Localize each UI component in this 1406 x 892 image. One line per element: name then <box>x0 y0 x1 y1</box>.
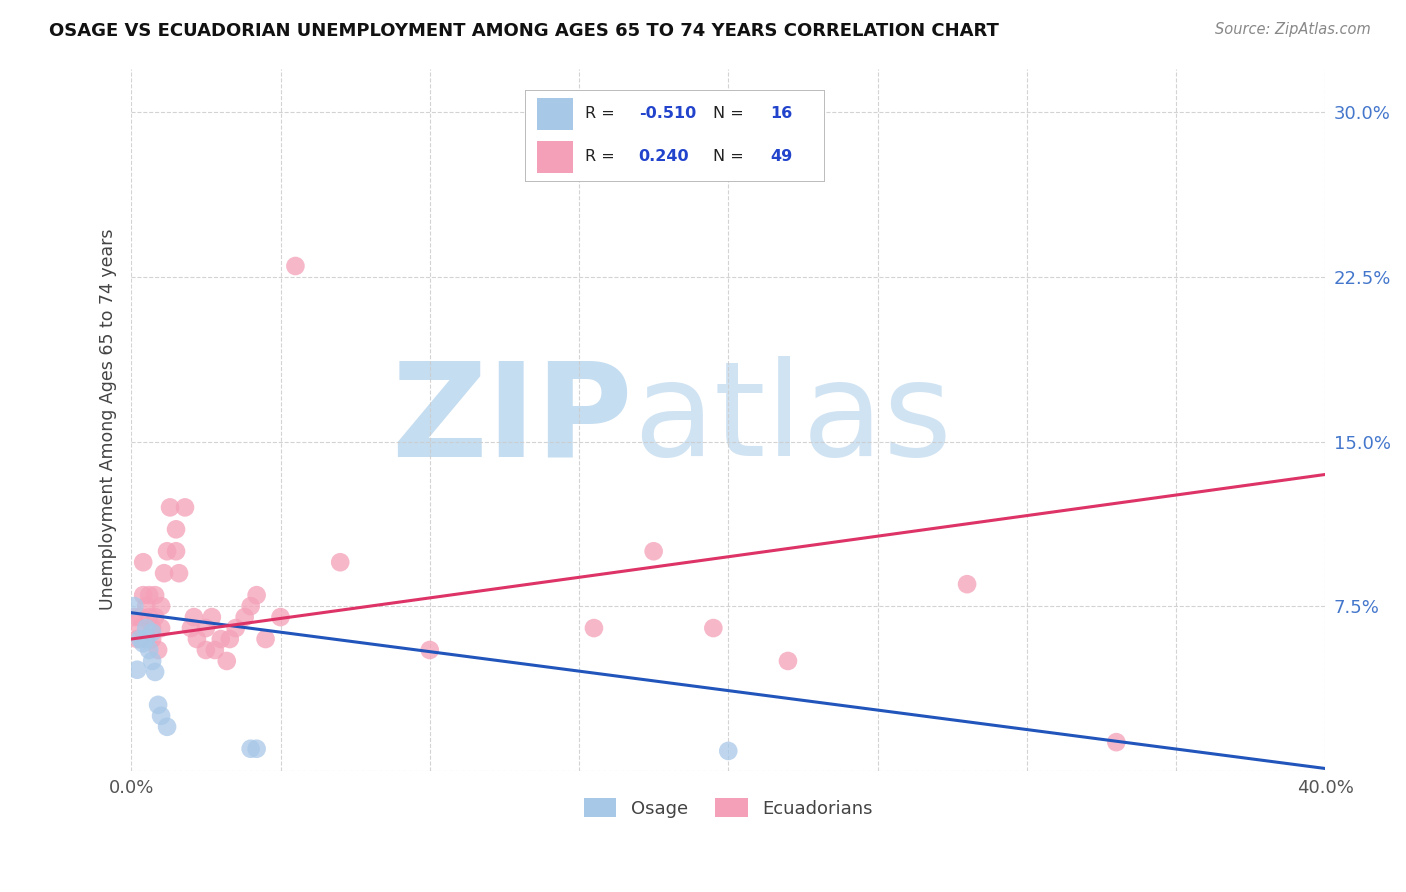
Point <box>167 566 190 581</box>
Point <box>135 599 157 614</box>
Point <box>254 632 277 646</box>
Point <box>776 654 799 668</box>
Point <box>143 588 166 602</box>
Point <box>165 544 187 558</box>
Point <box>183 610 205 624</box>
Point <box>204 643 226 657</box>
Point <box>194 621 217 635</box>
Point <box>127 663 149 677</box>
Point <box>150 621 173 635</box>
Point <box>582 621 605 635</box>
Point <box>419 643 441 657</box>
Point <box>717 744 740 758</box>
Point <box>141 632 163 646</box>
Text: Source: ZipAtlas.com: Source: ZipAtlas.com <box>1215 22 1371 37</box>
Point <box>180 621 202 635</box>
Point <box>186 632 208 646</box>
Point <box>122 599 145 614</box>
Point <box>138 588 160 602</box>
Point <box>284 259 307 273</box>
Point <box>129 610 152 624</box>
Point <box>132 588 155 602</box>
Text: ZIP: ZIP <box>391 356 633 483</box>
Point <box>246 588 269 602</box>
Text: OSAGE VS ECUADORIAN UNEMPLOYMENT AMONG AGES 65 TO 74 YEARS CORRELATION CHART: OSAGE VS ECUADORIAN UNEMPLOYMENT AMONG A… <box>49 22 1000 40</box>
Point <box>174 500 197 515</box>
Point <box>141 625 163 640</box>
Point <box>643 544 665 558</box>
Point <box>956 577 979 591</box>
Point <box>135 632 157 646</box>
Text: atlas: atlas <box>633 356 952 483</box>
Point <box>215 654 238 668</box>
Point <box>122 610 145 624</box>
Point <box>135 632 157 646</box>
Y-axis label: Unemployment Among Ages 65 to 74 years: Unemployment Among Ages 65 to 74 years <box>100 229 117 610</box>
Point <box>239 599 262 614</box>
Point <box>1105 735 1128 749</box>
Point <box>165 522 187 536</box>
Point <box>132 636 155 650</box>
Point <box>135 621 157 635</box>
Point <box>150 709 173 723</box>
Point <box>201 610 224 624</box>
Point <box>225 621 247 635</box>
Point <box>246 741 269 756</box>
Point <box>156 720 179 734</box>
Point <box>141 621 163 635</box>
Point <box>129 621 152 635</box>
Point <box>218 632 240 646</box>
Legend: Osage, Ecuadorians: Osage, Ecuadorians <box>576 791 880 825</box>
Point <box>138 643 160 657</box>
Point <box>146 698 169 712</box>
Point <box>129 632 152 646</box>
Point <box>132 555 155 569</box>
Point <box>138 610 160 624</box>
Point <box>127 632 149 646</box>
Point <box>329 555 352 569</box>
Point <box>143 665 166 679</box>
Point <box>153 566 176 581</box>
Point <box>159 500 181 515</box>
Point <box>156 544 179 558</box>
Point <box>150 599 173 614</box>
Point <box>233 610 256 624</box>
Point <box>141 654 163 668</box>
Point <box>143 610 166 624</box>
Point <box>270 610 292 624</box>
Point <box>194 643 217 657</box>
Point <box>239 741 262 756</box>
Point <box>146 643 169 657</box>
Point <box>702 621 724 635</box>
Point <box>209 632 232 646</box>
